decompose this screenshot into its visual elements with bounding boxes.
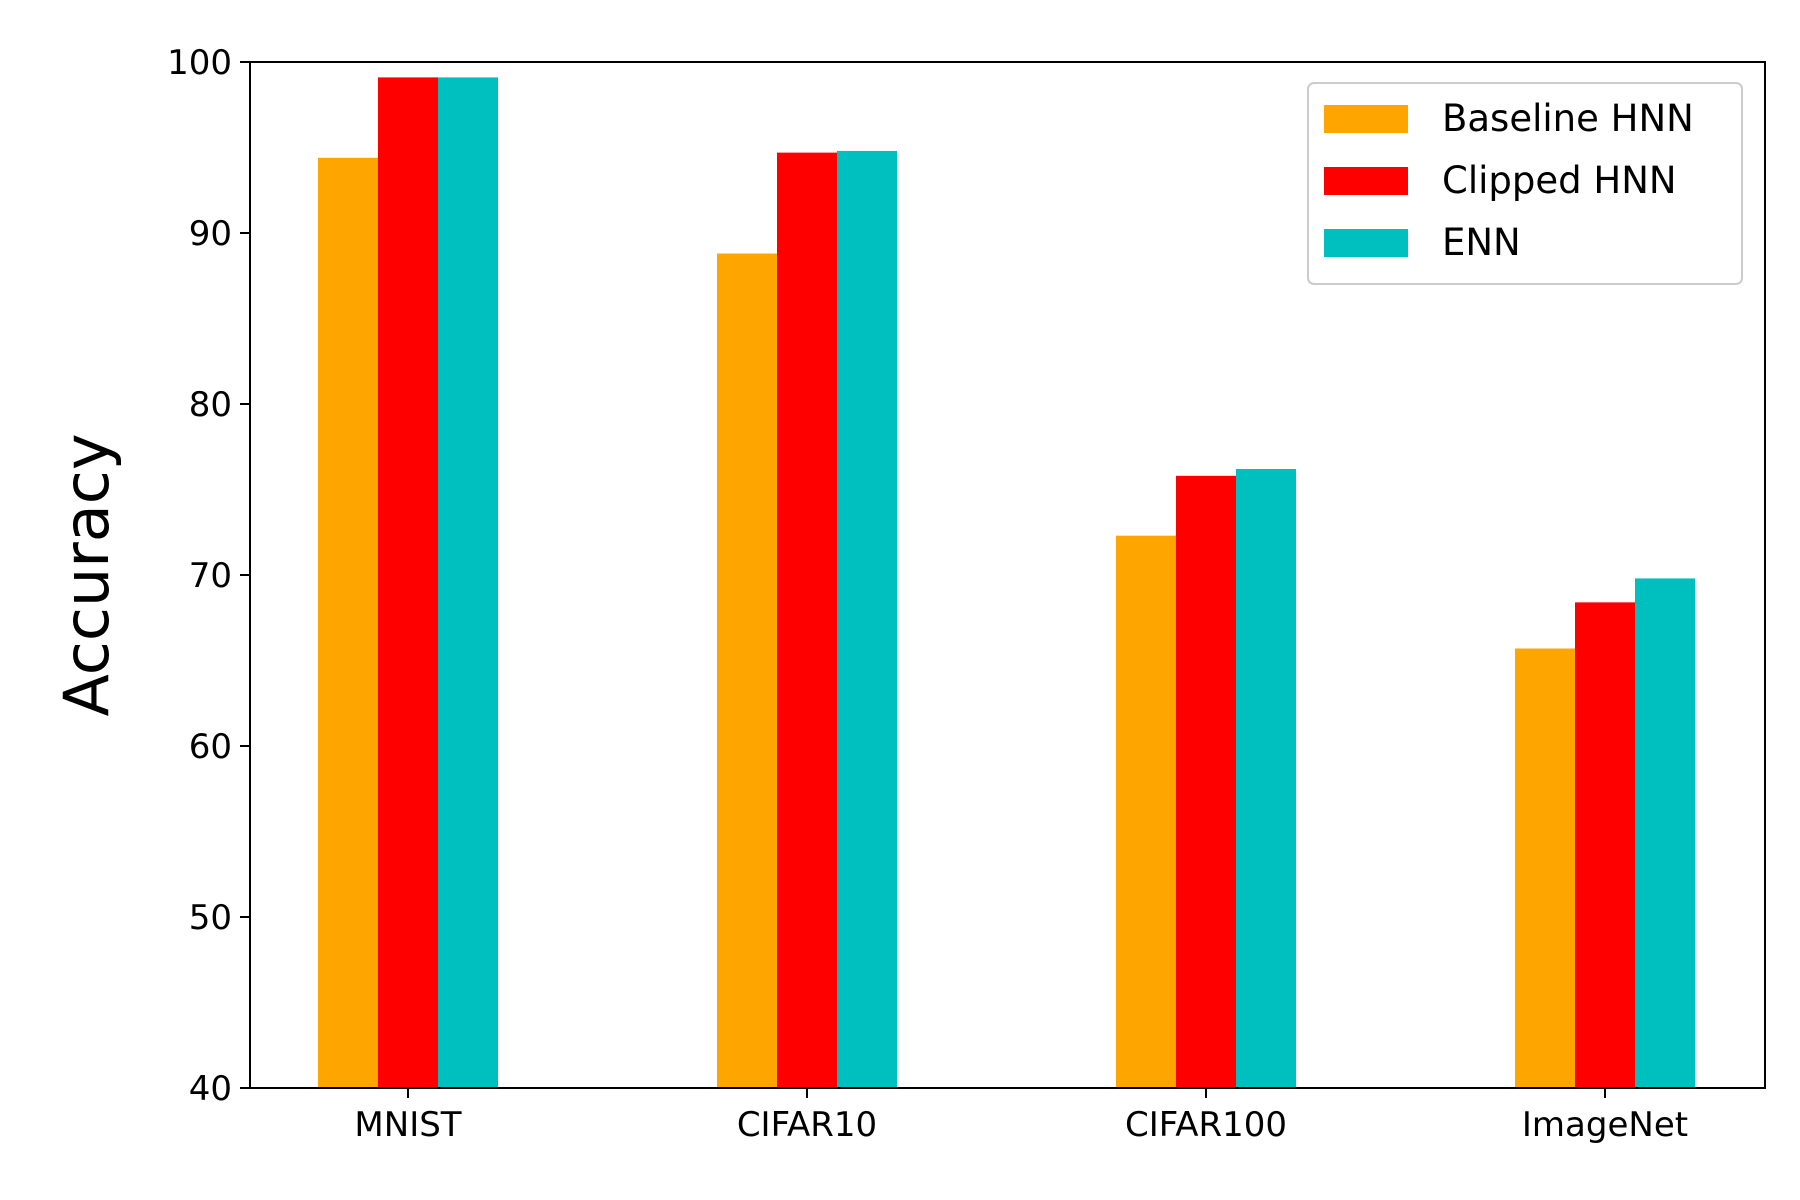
bar-enn-cifar100 <box>1236 468 1296 1089</box>
bar-enn-cifar10 <box>837 150 897 1089</box>
bar-clipped-hnn-mnist <box>378 77 438 1088</box>
x-tick-label: MNIST <box>354 1105 461 1145</box>
y-axis: 40 50 60 70 80 90 100 <box>167 43 250 1109</box>
y-tick-label: 60 <box>189 727 232 767</box>
bar-clipped-hnn-cifar100 <box>1176 475 1236 1088</box>
legend-label: Clipped HNN <box>1442 159 1677 202</box>
bar-baseline-hnn-cifar10 <box>717 253 777 1088</box>
bar-baseline-hnn-mnist <box>318 157 378 1088</box>
legend-swatch <box>1324 167 1408 195</box>
legend-swatch <box>1324 229 1408 257</box>
y-tick-label: 100 <box>167 43 232 83</box>
x-tick-label: CIFAR10 <box>737 1105 877 1145</box>
legend-label: Baseline HNN <box>1442 97 1694 140</box>
y-tick-label: 80 <box>189 385 232 425</box>
bars-layer <box>318 77 1695 1089</box>
bar-enn-imagenet <box>1635 578 1695 1088</box>
bar-clipped-hnn-imagenet <box>1575 602 1635 1088</box>
bar-baseline-hnn-imagenet <box>1515 648 1575 1088</box>
y-tick-label: 50 <box>189 898 232 938</box>
bar-enn-mnist <box>438 77 498 1088</box>
y-tick-label: 70 <box>189 556 232 596</box>
bar-baseline-hnn-cifar100 <box>1116 535 1176 1088</box>
legend: Baseline HNN Clipped HNN ENN <box>1307 82 1743 285</box>
x-axis: MNIST CIFAR10 CIFAR100 ImageNet <box>354 1088 1688 1145</box>
y-tick-label: 40 <box>189 1069 232 1109</box>
x-tick-label: CIFAR100 <box>1125 1105 1287 1145</box>
legend-swatch <box>1324 105 1408 133</box>
x-tick-label: ImageNet <box>1522 1105 1688 1145</box>
legend-label: ENN <box>1442 221 1521 264</box>
y-axis-title: Accuracy <box>50 433 123 716</box>
y-tick-label: 90 <box>189 214 232 254</box>
bar-clipped-hnn-cifar10 <box>777 152 837 1088</box>
legend-box <box>1307 82 1743 285</box>
